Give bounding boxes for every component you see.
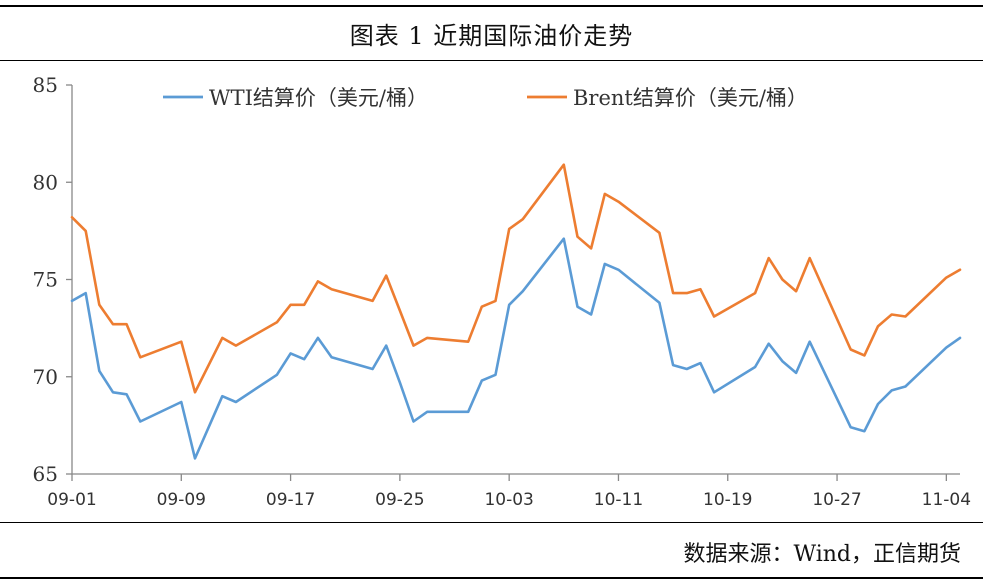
x-tick-label: 10-03 [484, 490, 533, 510]
legend-item-brent-label: Brent结算价（美元/桶） [573, 86, 808, 110]
top-rule [0, 5, 983, 7]
y-tick-label: 75 [33, 268, 58, 292]
y-tick-label: 70 [33, 365, 58, 389]
x-tick-label: 09-25 [375, 490, 424, 510]
figure-title: 图表 1 近期国际油价走势 [349, 22, 634, 50]
bottom-rule [0, 577, 983, 579]
x-tick-label: 10-19 [703, 490, 752, 510]
source-rule [0, 522, 983, 523]
line-chart: 65 70 75 80 85 09-01 09-09 09-17 09-25 10-03 10-1… [33, 73, 971, 510]
series-line-wti [70, 237, 962, 460]
title-rule [0, 60, 983, 61]
legend-item-wti-label: WTI结算价（美元/桶） [209, 86, 428, 110]
y-tick-label: 65 [33, 462, 58, 486]
y-tick-label: 85 [33, 73, 58, 97]
series-line-brent [70, 163, 962, 394]
y-tick-label: 80 [33, 170, 58, 194]
x-tick-label: 09-01 [47, 490, 96, 510]
y-axis: 65 70 75 80 85 [33, 73, 73, 486]
source-note: 数据来源：Wind，正信期货 [683, 542, 961, 567]
x-tick-label: 10-11 [594, 490, 643, 510]
x-tick-label: 09-09 [157, 490, 206, 510]
legend: WTI结算价（美元/桶） Brent结算价（美元/桶） [163, 86, 808, 110]
x-tick-label: 09-17 [266, 490, 315, 510]
x-tick-label: 11-04 [922, 490, 971, 510]
x-tick-label: 10-27 [812, 490, 861, 510]
series-lines [70, 163, 962, 460]
x-axis: 09-01 09-09 09-17 09-25 10-03 10-11 10-19 10-27… [47, 473, 971, 510]
